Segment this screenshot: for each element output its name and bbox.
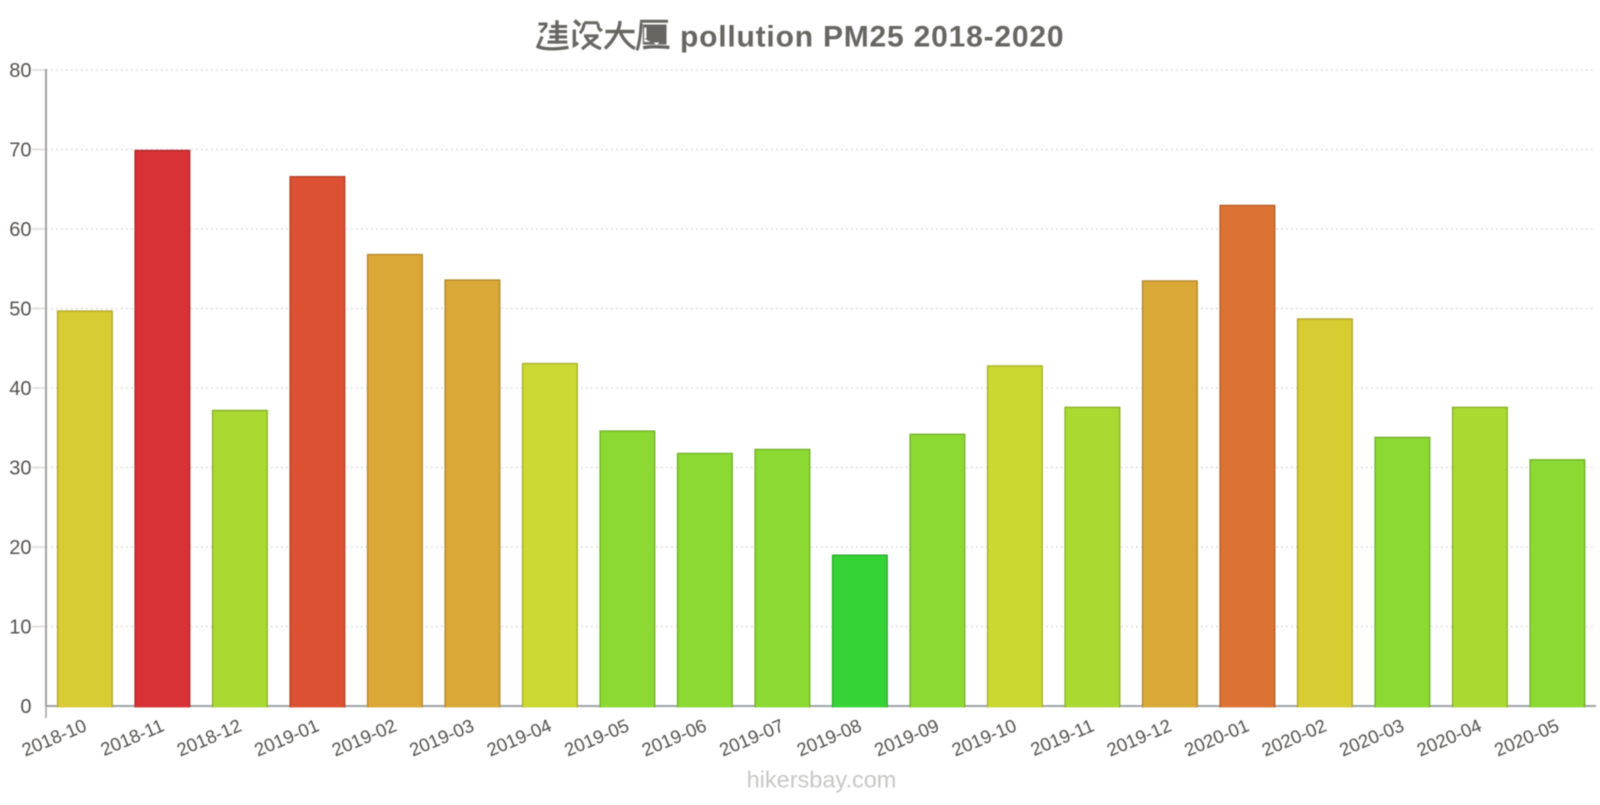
- svg-text:80: 80: [9, 60, 31, 82]
- svg-text:60: 60: [9, 219, 31, 241]
- svg-text:40: 40: [9, 378, 31, 400]
- svg-text:0: 0: [20, 696, 31, 718]
- svg-text:70: 70: [9, 140, 31, 162]
- svg-text:50: 50: [9, 299, 31, 321]
- svg-text:10: 10: [9, 617, 31, 639]
- svg-text:20: 20: [9, 537, 31, 559]
- svg-text:30: 30: [9, 458, 31, 480]
- svg-text:pollution PM25 2018-2020: pollution PM25 2018-2020: [680, 21, 1064, 54]
- svg-text:hikersbay.com: hikersbay.com: [747, 767, 897, 793]
